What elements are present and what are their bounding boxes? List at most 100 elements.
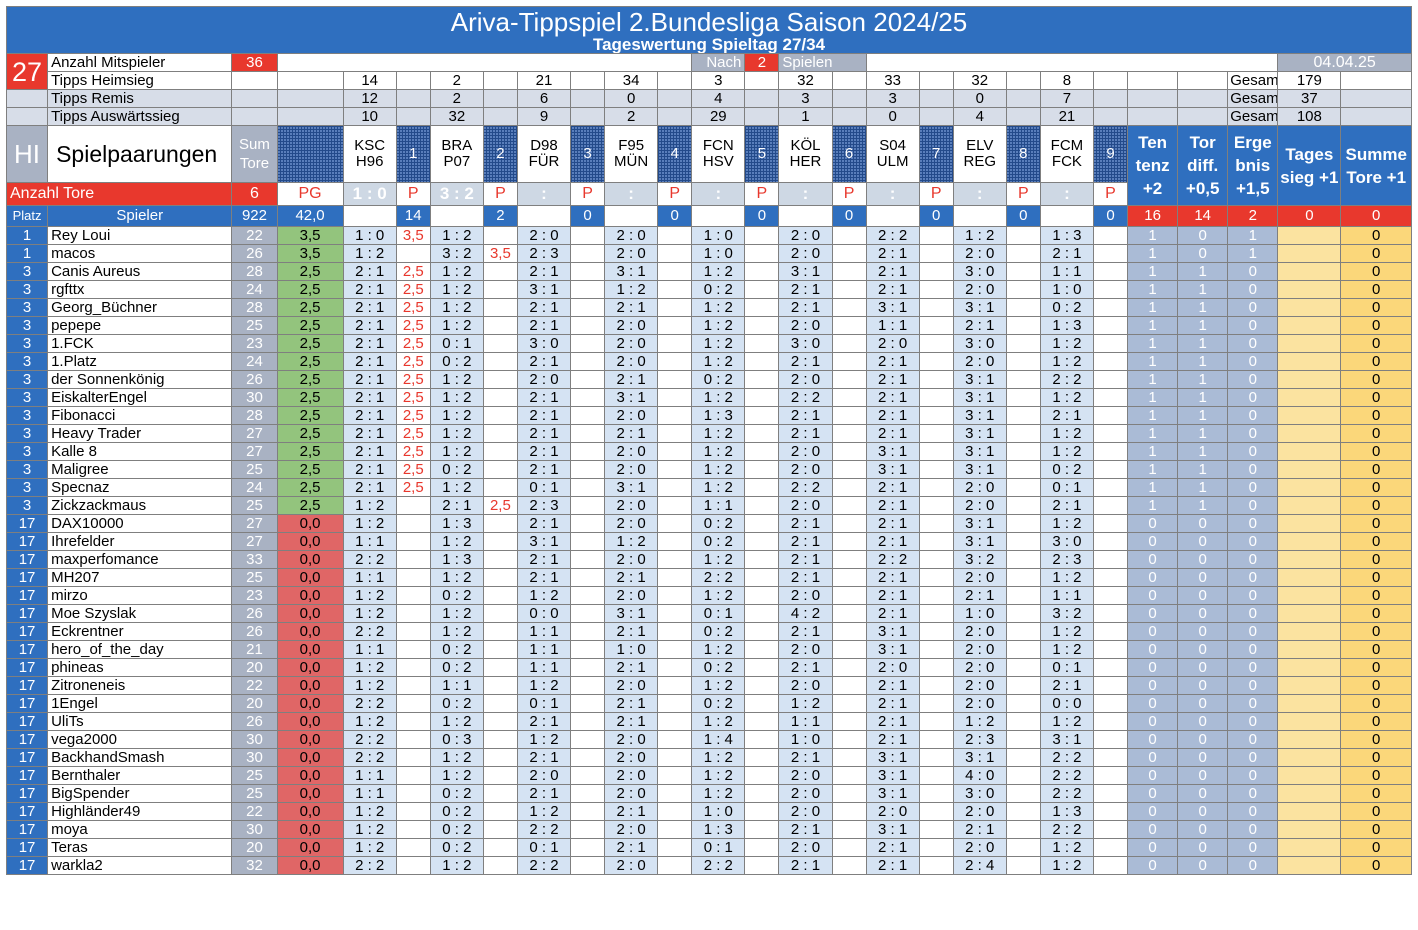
player-tip: 2 : 1 bbox=[516, 514, 572, 533]
player-tip: 0 : 3 bbox=[429, 730, 484, 749]
player-points bbox=[482, 838, 518, 857]
player-tip: 2 : 1 bbox=[604, 838, 659, 857]
player-tip: 2 : 1 bbox=[865, 406, 920, 425]
player-bonus-2: 0 bbox=[1177, 802, 1229, 821]
player-points bbox=[744, 676, 780, 695]
player-bonus-1: 0 bbox=[1127, 820, 1179, 839]
player-points bbox=[657, 370, 693, 389]
player-tip: 2 : 1 bbox=[865, 586, 920, 605]
player-tip: 3 : 1 bbox=[952, 460, 1007, 479]
player-tip: 2 : 1 bbox=[516, 748, 572, 767]
player-tip: 1 : 2 bbox=[691, 766, 746, 785]
result-spacer bbox=[865, 205, 920, 227]
player-tip: 1 : 2 bbox=[429, 748, 484, 767]
player-points bbox=[395, 820, 431, 839]
player-tip: 2 : 1 bbox=[1039, 676, 1094, 695]
result-6: : bbox=[778, 182, 833, 206]
player-name: 1Engel bbox=[47, 694, 233, 713]
match-number-2: 2 bbox=[482, 125, 518, 183]
player-tip: 0 : 2 bbox=[429, 820, 484, 839]
player-points bbox=[1005, 280, 1041, 299]
player-pg: 2,5 bbox=[276, 262, 344, 281]
player-points: 2,5 bbox=[395, 280, 431, 299]
player-tip: 2 : 0 bbox=[604, 766, 659, 785]
player-tip: 2 : 1 bbox=[516, 550, 572, 569]
player-tip: 1 : 2 bbox=[429, 604, 484, 623]
player-points bbox=[482, 262, 518, 281]
player-tip: 2 : 0 bbox=[952, 838, 1007, 857]
player-points bbox=[744, 604, 780, 623]
spacer-cell bbox=[744, 71, 780, 90]
player-tip: 2 : 0 bbox=[778, 496, 833, 515]
player-tip: 2 : 0 bbox=[952, 658, 1007, 677]
player-bonus-5: 0 bbox=[1340, 244, 1412, 263]
player-tore: 22 bbox=[231, 802, 278, 821]
player-pg: 2,5 bbox=[276, 352, 344, 371]
player-name: 1.Platz bbox=[47, 352, 233, 371]
player-tip: 1 : 2 bbox=[691, 550, 746, 569]
bonus-total-5: 0 bbox=[1340, 205, 1412, 227]
player-points bbox=[918, 820, 954, 839]
aus-count-2: 32 bbox=[429, 107, 484, 126]
player-points bbox=[657, 748, 693, 767]
player-tip: 2 : 0 bbox=[778, 586, 833, 605]
player-name: maxperfomance bbox=[47, 550, 233, 569]
player-tip: 1 : 2 bbox=[691, 676, 746, 695]
player-platz: 17 bbox=[5, 676, 49, 695]
player-tip: 2 : 1 bbox=[342, 352, 397, 371]
player-points bbox=[657, 694, 693, 713]
player-points bbox=[1092, 370, 1129, 389]
spacer-cell bbox=[1127, 89, 1179, 108]
player-points bbox=[744, 514, 780, 533]
player-points bbox=[482, 532, 518, 551]
player-tip: 2 : 0 bbox=[604, 406, 659, 425]
player-tip: 0 : 0 bbox=[516, 604, 572, 623]
remis-count-1: 12 bbox=[342, 89, 397, 108]
player-points bbox=[570, 802, 606, 821]
player-platz: 17 bbox=[5, 712, 49, 731]
player-tip: 1 : 2 bbox=[342, 244, 397, 263]
player-points bbox=[918, 838, 954, 857]
player-tore: 30 bbox=[231, 748, 278, 767]
spacer-cell bbox=[482, 71, 518, 90]
player-bonus-2: 0 bbox=[1177, 532, 1229, 551]
player-bonus-3: 0 bbox=[1227, 280, 1279, 299]
player-tip: 1 : 1 bbox=[1039, 586, 1094, 605]
player-bonus-3: 0 bbox=[1227, 676, 1279, 695]
player-points bbox=[482, 784, 518, 803]
player-points bbox=[657, 622, 693, 641]
player-points bbox=[918, 766, 954, 785]
player-tip: 1 : 2 bbox=[429, 532, 484, 551]
remis-count-8: 0 bbox=[952, 89, 1007, 108]
player-tip: 1 : 2 bbox=[778, 694, 833, 713]
gesamt-remis: 37 bbox=[1277, 89, 1342, 108]
player-bonus-4 bbox=[1277, 784, 1342, 803]
away-team-3: FÜR bbox=[528, 153, 560, 170]
platz-header: Platz bbox=[5, 205, 49, 227]
player-points bbox=[1092, 316, 1129, 335]
player-bonus-3: 0 bbox=[1227, 388, 1279, 407]
player-platz: 17 bbox=[5, 568, 49, 587]
bonus-total-2: 14 bbox=[1177, 205, 1229, 227]
player-bonus-5: 0 bbox=[1340, 640, 1412, 659]
player-tip: 0 : 2 bbox=[691, 658, 746, 677]
player-bonus-5: 0 bbox=[1340, 568, 1412, 587]
player-tip: 2 : 0 bbox=[952, 676, 1007, 695]
player-tip: 2 : 0 bbox=[516, 766, 572, 785]
player-tore: 25 bbox=[231, 316, 278, 335]
player-points bbox=[1005, 496, 1041, 515]
player-tip: 2 : 0 bbox=[952, 640, 1007, 659]
player-platz: 3 bbox=[5, 424, 49, 443]
player-tore: 20 bbox=[231, 838, 278, 857]
player-tip: 2 : 1 bbox=[778, 820, 833, 839]
p-label-5: P bbox=[744, 182, 780, 206]
player-bonus-4 bbox=[1277, 568, 1342, 587]
player-points bbox=[570, 280, 606, 299]
player-pg: 0,0 bbox=[276, 640, 344, 659]
away-team-5: HSV bbox=[702, 153, 734, 170]
player-platz: 3 bbox=[5, 334, 49, 353]
match-header-4: F95 MÜN bbox=[604, 125, 659, 183]
